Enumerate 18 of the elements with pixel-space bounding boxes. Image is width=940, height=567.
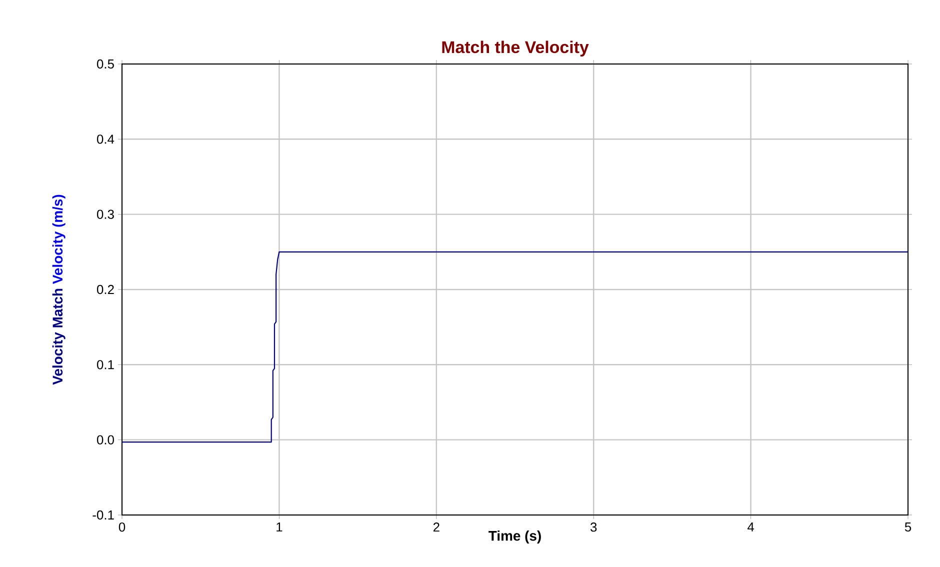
x-tick-label: 5	[904, 522, 912, 532]
x-tick-label: 2	[433, 522, 440, 532]
chart-title: Match the Velocity	[442, 40, 589, 56]
y-tick-label: -0.1	[92, 510, 114, 520]
y-tick-label: 0.5	[96, 59, 114, 69]
x-tick-label: 3	[590, 522, 597, 532]
line-series	[121, 251, 909, 443]
y-tick-label: 0.1	[96, 360, 114, 370]
x-tick-label: 1	[276, 522, 282, 532]
x-tick-label: 0	[118, 522, 126, 532]
y-tick-label: 0.3	[96, 210, 114, 219]
y-tick-label: 0.0	[96, 435, 114, 444]
text: Velocity Match	[52, 288, 66, 385]
y-tick-label: 0.4	[96, 134, 114, 144]
x-tick-label: 4	[747, 522, 754, 532]
y-axis-title: Velocity (m/s)	[52, 194, 66, 284]
y-tick-label: 0.2	[96, 284, 114, 294]
x-axis-title: Time (s)	[488, 530, 541, 544]
